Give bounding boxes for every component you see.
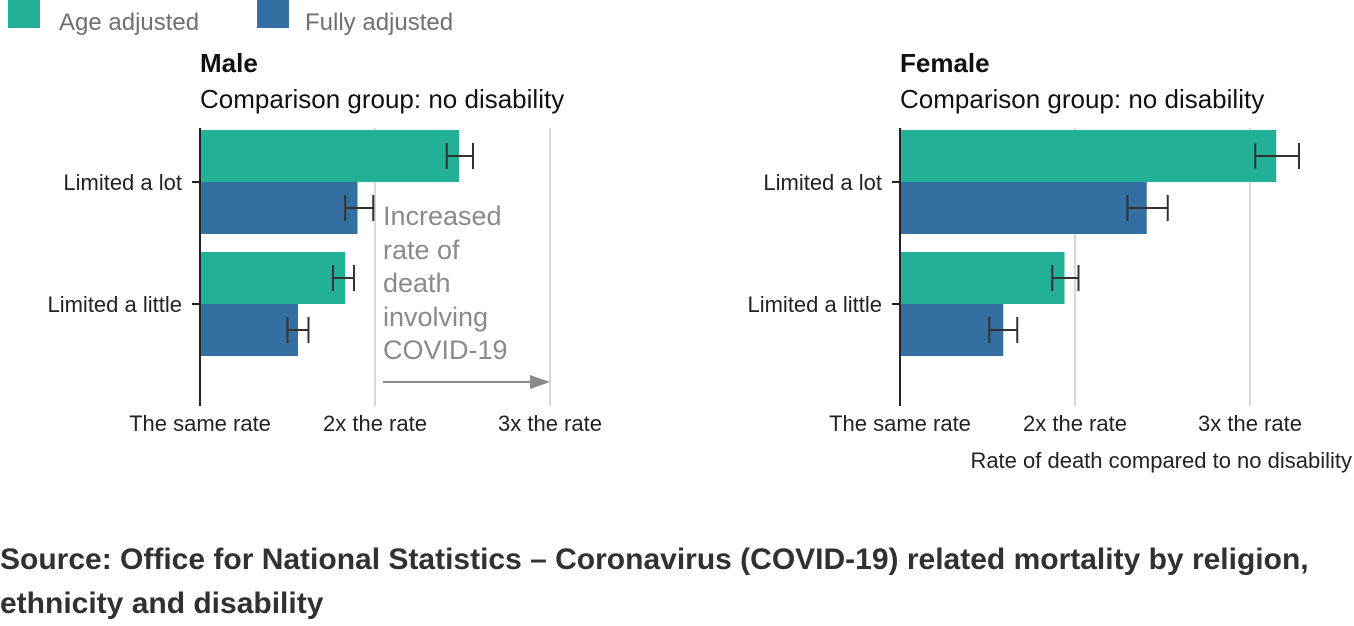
legend-swatch-fully-adjusted (257, 0, 289, 28)
x-tick-label: 2x the rate (1023, 411, 1127, 436)
annotation-line: rate of (383, 235, 460, 265)
bar-age-adjusted-limited-a-lot (200, 130, 459, 182)
category-label-limited-a-little: Limited a little (47, 292, 182, 317)
bar-age-adjusted-limited-a-little (900, 252, 1065, 304)
panel-subtitle-male: Comparison group: no disability (200, 84, 564, 114)
x-tick-label: 3x the rate (498, 411, 602, 436)
bar-fully-adjusted-limited-a-little (900, 304, 1004, 356)
annotation: Increased rate of death involving COVID-… (383, 201, 550, 389)
annotation-line: Increased (383, 201, 502, 231)
x-tick-label: The same rate (129, 411, 271, 436)
chart-canvas: Age adjusted Fully adjusted Male Compari… (8, 0, 1352, 473)
x-tick-label: 3x the rate (1198, 411, 1302, 436)
legend-label-fully-adjusted: Fully adjusted (305, 9, 453, 36)
source-note: Source: Office for National Statistics –… (0, 543, 1309, 620)
panel-title-female: Female (900, 48, 990, 78)
x-axis-title: Rate of death compared to no disability (970, 448, 1352, 473)
bar-fully-adjusted-limited-a-little (200, 304, 298, 356)
panel-female: Female Comparison group: no disability L… (747, 48, 1352, 473)
bar-fully-adjusted-limited-a-lot (200, 182, 358, 234)
category-label-limited-a-lot: Limited a lot (63, 170, 182, 195)
annotation-line: death (383, 268, 451, 298)
legend: Age adjusted Fully adjusted (8, 0, 453, 36)
category-label-limited-a-lot: Limited a lot (763, 170, 882, 195)
legend-label-age-adjusted: Age adjusted (59, 9, 199, 36)
bar-age-adjusted-limited-a-lot (900, 130, 1277, 182)
legend-swatch-age-adjusted (8, 0, 40, 28)
category-label-limited-a-little: Limited a little (747, 292, 882, 317)
annotation-line: involving (383, 302, 488, 332)
annotation-arrow-head (530, 375, 550, 389)
panel-subtitle-female: Comparison group: no disability (900, 84, 1264, 114)
panel-male: Male Comparison group: no disability Lim… (47, 48, 601, 436)
panel-title-male: Male (200, 48, 258, 78)
bar-fully-adjusted-limited-a-lot (900, 182, 1147, 234)
bar-age-adjusted-limited-a-little (200, 252, 346, 304)
x-tick-label: The same rate (829, 411, 971, 436)
x-tick-label: 2x the rate (323, 411, 427, 436)
annotation-line: COVID-19 (383, 335, 508, 365)
